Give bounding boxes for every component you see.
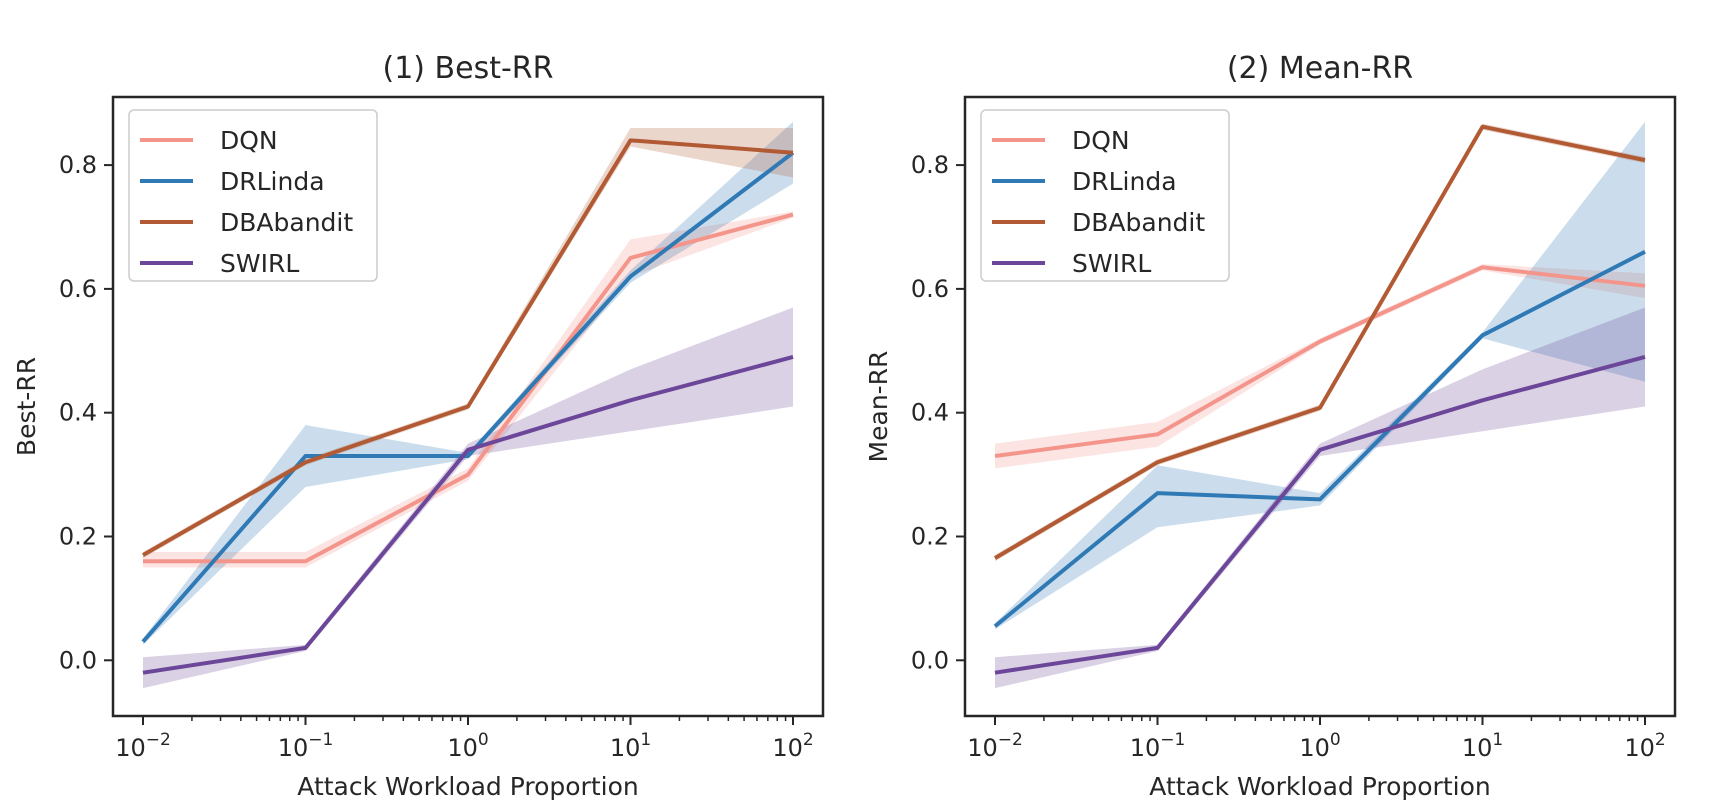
x-tick-exponent: 1 bbox=[1492, 730, 1503, 750]
legend-label-swirl: SWIRL bbox=[1072, 249, 1151, 278]
x-tick-exponent: 2 bbox=[1655, 730, 1666, 750]
x-tick-base: 10 bbox=[772, 734, 803, 762]
x-tick-base: 10 bbox=[1130, 734, 1161, 762]
x-tick-exponent: 0 bbox=[1330, 730, 1341, 750]
y-tick-label: 0.0 bbox=[59, 646, 97, 674]
legend-label-swirl: SWIRL bbox=[220, 249, 299, 278]
x-tick-exponent: 1 bbox=[640, 730, 651, 750]
x-tick-base: 10 bbox=[1299, 734, 1330, 762]
band-drlinda bbox=[995, 121, 1645, 630]
x-tick-exponent: −1 bbox=[1160, 730, 1185, 750]
x-tick-exponent: −2 bbox=[146, 730, 171, 750]
legend-box bbox=[128, 109, 378, 282]
y-tick-label: 0.6 bbox=[911, 275, 949, 303]
y-tick-label: 0.6 bbox=[59, 275, 97, 303]
x-tick-base: 10 bbox=[610, 734, 641, 762]
x-tick-label: 102 bbox=[1624, 730, 1665, 762]
series-lines bbox=[993, 124, 1646, 675]
confidence-bands bbox=[143, 121, 793, 689]
legend-label-dbabandit: DBAbandit bbox=[220, 208, 353, 237]
y-axis-label: Best-RR bbox=[12, 357, 41, 456]
line-dqn bbox=[143, 212, 794, 564]
x-tick-exponent: 2 bbox=[803, 730, 814, 750]
x-tick-label: 100 bbox=[1299, 730, 1340, 762]
x-tick-label: 102 bbox=[772, 730, 813, 762]
x-tick-label: 101 bbox=[1462, 730, 1503, 762]
legend: DQN DRLinda DBAbandit SWIRL bbox=[980, 109, 1230, 282]
x-tick-label: 100 bbox=[447, 730, 488, 762]
x-tick-label: 10−2 bbox=[967, 730, 1023, 762]
y-axis-ticks: 0.0 0.2 0.4 0.6 0.8 bbox=[911, 151, 965, 674]
x-tick-base: 10 bbox=[1462, 734, 1493, 762]
x-axis-ticks: 10−2 10−1 100 101 102 bbox=[967, 716, 1666, 762]
x-tick-base: 10 bbox=[115, 734, 146, 762]
x-tick-base: 10 bbox=[278, 734, 309, 762]
line-dbabandit bbox=[142, 138, 794, 557]
x-tick-exponent: −1 bbox=[308, 730, 333, 750]
y-tick-label: 0.2 bbox=[911, 522, 949, 550]
y-tick-label: 0.8 bbox=[59, 151, 97, 179]
panel-1: (1) Best-RR0.00.20.40.60.810−2 10−1 100 101… bbox=[12, 51, 825, 800]
legend-label-dqn: DQN bbox=[1072, 126, 1130, 155]
line-dbabandit bbox=[993, 124, 1646, 560]
y-axis-label: Mean-RR bbox=[864, 351, 893, 463]
series-lines bbox=[141, 138, 795, 675]
x-axis-label: Attack Workload Proportion bbox=[1149, 772, 1490, 800]
y-tick-label: 0.2 bbox=[59, 522, 97, 550]
legend-label-dbabandit: DBAbandit bbox=[1072, 208, 1205, 237]
panel-title: (2) Mean-RR bbox=[1227, 51, 1413, 86]
y-tick-label: 0.4 bbox=[911, 399, 949, 427]
legend-label-drlinda: DRLinda bbox=[220, 167, 325, 196]
y-axis-ticks: 0.0 0.2 0.4 0.6 0.8 bbox=[59, 151, 113, 674]
band-swirl bbox=[143, 307, 793, 689]
legend-label-drlinda: DRLinda bbox=[1072, 167, 1177, 196]
x-axis-ticks: 10−2 10−1 100 101 102 bbox=[115, 716, 814, 762]
x-tick-label: 10−1 bbox=[278, 730, 334, 762]
legend-label-dqn: DQN bbox=[220, 126, 278, 155]
line-swirl bbox=[994, 355, 1646, 675]
x-tick-label: 10−2 bbox=[115, 730, 171, 762]
x-axis-label: Attack Workload Proportion bbox=[297, 772, 638, 800]
line-dqn bbox=[994, 265, 1646, 459]
x-tick-label: 10−1 bbox=[1130, 730, 1186, 762]
x-tick-exponent: −2 bbox=[998, 730, 1023, 750]
x-tick-exponent: 0 bbox=[478, 730, 489, 750]
y-tick-label: 0.0 bbox=[911, 646, 949, 674]
band-swirl bbox=[995, 307, 1645, 689]
x-tick-label: 101 bbox=[610, 730, 651, 762]
x-tick-base: 10 bbox=[1624, 734, 1655, 762]
band-dbabandit bbox=[143, 127, 793, 559]
line-swirl bbox=[142, 355, 794, 675]
legend-box bbox=[980, 109, 1230, 282]
line-drlinda bbox=[141, 151, 795, 644]
y-tick-label: 0.8 bbox=[911, 151, 949, 179]
y-tick-label: 0.4 bbox=[59, 399, 97, 427]
x-tick-base: 10 bbox=[447, 734, 478, 762]
x-tick-base: 10 bbox=[967, 734, 998, 762]
panel-title: (1) Best-RR bbox=[383, 51, 554, 86]
line-drlinda bbox=[993, 249, 1646, 628]
panel-2: (2) Mean-RR0.00.20.40.60.810−2 10−1 100 101… bbox=[864, 51, 1677, 800]
legend: DQN DRLinda DBAbandit SWIRL bbox=[128, 109, 378, 282]
